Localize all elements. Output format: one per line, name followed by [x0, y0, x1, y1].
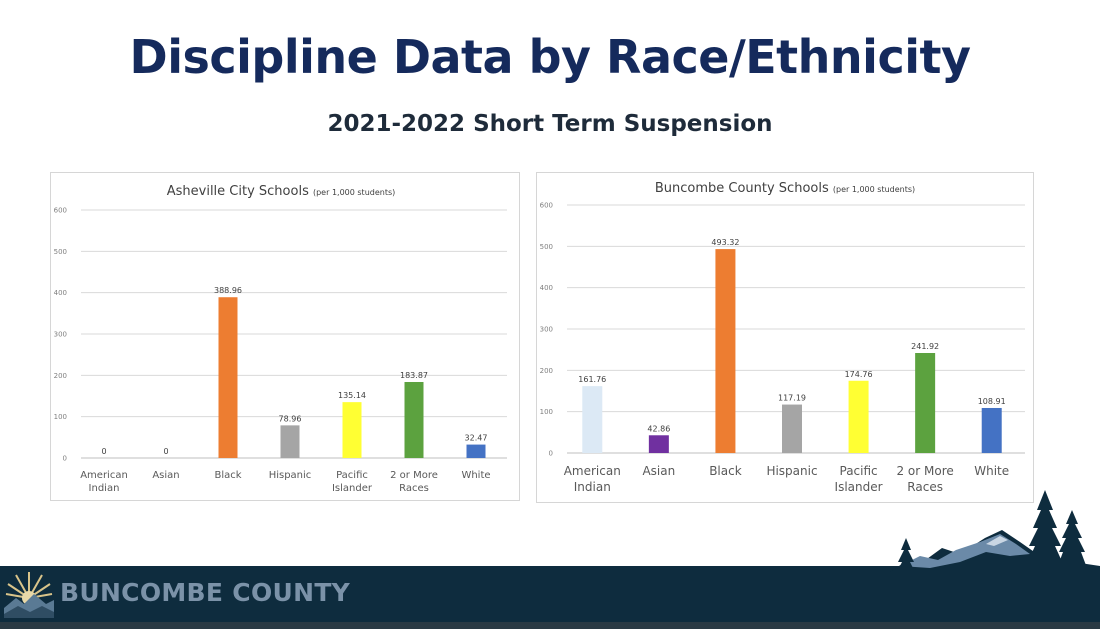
bar-2-or-more-races [915, 353, 936, 453]
data-label-white: 108.91 [978, 397, 1006, 406]
bar-pacific-islander [848, 380, 869, 453]
data-label-pacific-islander: 135.14 [338, 391, 366, 400]
y-tick-label: 600 [540, 202, 553, 210]
category-label-asian: Asian [642, 464, 675, 478]
category-label-hispanic: Hispanic [766, 464, 817, 478]
footer-brand-name: BUNCOMBE COUNTY [60, 578, 351, 607]
y-tick-label: 100 [54, 413, 67, 421]
data-label-white: 32.47 [465, 434, 488, 443]
category-label-pacific-islander: Pacific Islander [332, 470, 373, 494]
data-label-american-indian: 161.76 [578, 375, 606, 384]
y-tick-label: 200 [540, 367, 553, 375]
data-label-asian: 0 [163, 447, 168, 456]
category-label-white: White [974, 464, 1009, 478]
category-label-hispanic: Hispanic [269, 470, 312, 481]
category-label-pacific-islander: Pacific Islander [835, 464, 883, 494]
y-tick-label: 600 [54, 207, 67, 215]
data-label-2-or-more-races: 241.92 [911, 342, 939, 351]
chart-svg: Asheville City Schools (per 1,000 studen… [54, 184, 507, 494]
bar-black [218, 297, 238, 458]
chart-title: Buncombe County Schools (per 1,000 stude… [655, 181, 915, 196]
y-tick-label: 200 [54, 372, 67, 380]
bar-american-indian [582, 386, 603, 453]
category-label-american-indian: American Indian [564, 464, 621, 494]
chart-asheville-city-schools: Asheville City Schools (per 1,000 studen… [50, 172, 520, 501]
bar-hispanic [782, 404, 802, 453]
bar-black [715, 249, 736, 453]
data-label-asian: 42.86 [647, 424, 670, 433]
sunburst-mountain-logo-icon [4, 568, 54, 618]
category-label-black: Black [709, 464, 742, 478]
data-label-black: 388.96 [214, 286, 242, 295]
category-label-asian: Asian [152, 470, 179, 481]
data-label-pacific-islander: 174.76 [845, 370, 873, 379]
mountain-trees-decoration-icon [890, 490, 1100, 590]
slide-title: Discipline Data by Race/Ethnicity [129, 30, 971, 84]
y-tick-label: 0 [549, 450, 553, 458]
y-tick-label: 300 [540, 326, 553, 334]
data-label-black: 493.32 [711, 238, 739, 247]
data-label-hispanic: 78.96 [279, 414, 302, 423]
y-tick-label: 500 [54, 248, 67, 256]
bar-asian [648, 435, 669, 453]
category-label-2-or-more-races: 2 or More Races [390, 470, 438, 494]
y-tick-label: 400 [54, 289, 67, 297]
y-tick-label: 100 [540, 408, 553, 416]
bar-pacific-islander [342, 402, 362, 458]
y-tick-label: 500 [540, 243, 553, 251]
category-label-black: Black [214, 470, 241, 481]
bar-2-or-more-races [404, 382, 424, 458]
footer-bottom-strip [0, 622, 1100, 629]
slide-subtitle: 2021-2022 Short Term Suspension [327, 111, 773, 137]
y-tick-label: 300 [54, 331, 67, 339]
bar-hispanic [280, 425, 300, 458]
chart-buncombe-county-schools: Buncombe County Schools (per 1,000 stude… [536, 172, 1034, 503]
y-tick-label: 400 [540, 284, 553, 292]
chart-svg: Buncombe County Schools (per 1,000 stude… [540, 181, 1025, 494]
chart-title: Asheville City Schools (per 1,000 studen… [167, 184, 396, 199]
category-label-white: White [461, 470, 490, 481]
y-tick-label: 0 [63, 455, 67, 463]
bar-white [981, 407, 1002, 453]
category-label-2-or-more-races: 2 or More Races [896, 464, 953, 494]
bar-white [466, 444, 486, 458]
category-label-american-indian: American Indian [80, 470, 128, 494]
data-label-american-indian: 0 [101, 447, 106, 456]
data-label-2-or-more-races: 183.87 [400, 371, 428, 380]
data-label-hispanic: 117.19 [778, 394, 806, 403]
